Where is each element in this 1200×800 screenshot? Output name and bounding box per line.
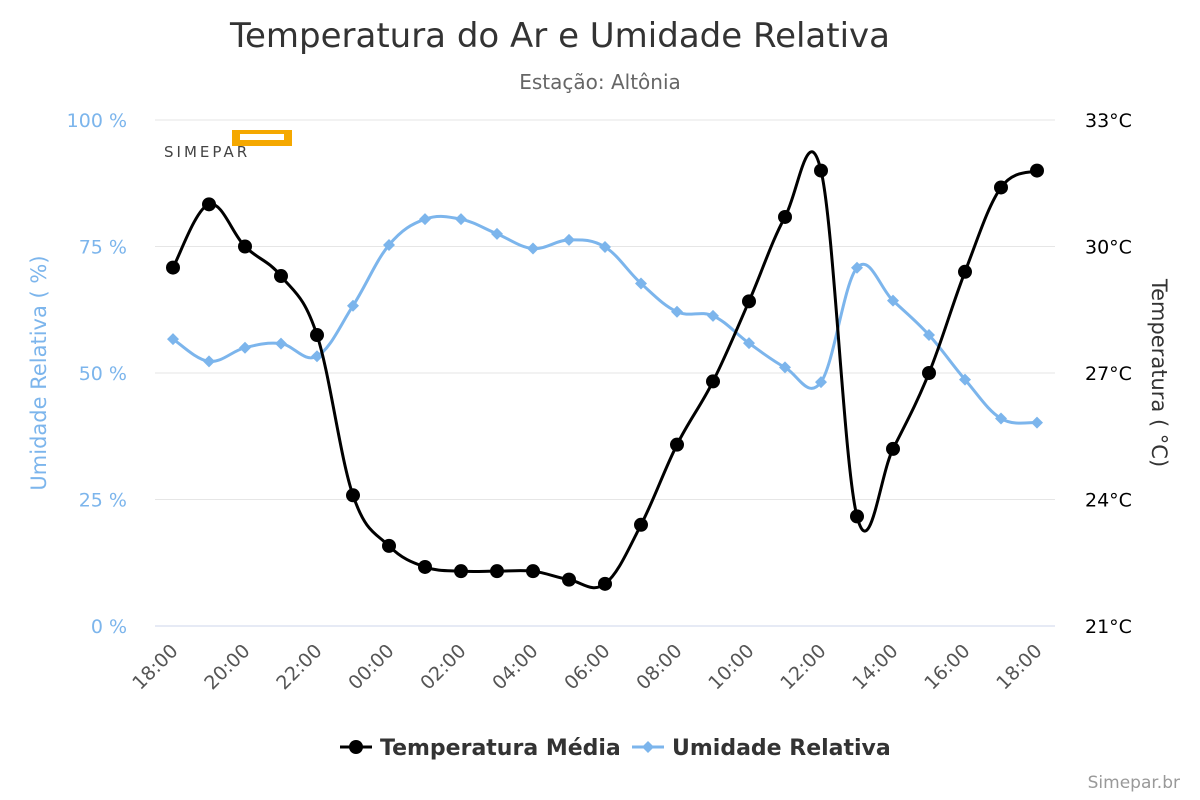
y-right-tick-label: 24°C — [1085, 490, 1132, 512]
x-tick-label: 16:00 — [920, 640, 974, 694]
data-point[interactable] — [418, 559, 432, 574]
data-point[interactable] — [958, 264, 972, 279]
data-point[interactable] — [526, 564, 540, 579]
data-point[interactable] — [563, 233, 575, 246]
data-point[interactable] — [635, 277, 647, 290]
x-tick-label: 14:00 — [848, 640, 902, 694]
data-point[interactable] — [922, 366, 936, 380]
data-point[interactable] — [347, 299, 359, 312]
data-point[interactable] — [238, 239, 252, 254]
data-point[interactable] — [310, 328, 324, 343]
y-right-tick-label: 30°C — [1085, 237, 1132, 259]
data-point[interactable] — [959, 373, 971, 386]
x-tick-label: 20:00 — [200, 640, 254, 694]
chart-subtitle: Estação: Altônia — [519, 70, 681, 94]
x-tick-label: 02:00 — [416, 640, 470, 694]
y-left-tick-label: 50 % — [79, 363, 127, 385]
legend-label: Temperatura Média — [380, 736, 621, 761]
data-point[interactable] — [382, 538, 396, 553]
series-temperatura — [166, 150, 1044, 591]
y-left-tick-label: 100 % — [67, 110, 127, 132]
x-tick-label: 12:00 — [776, 640, 830, 694]
data-point[interactable] — [994, 180, 1008, 195]
x-tick-label: 22:00 — [272, 640, 326, 694]
data-point[interactable] — [419, 213, 431, 226]
data-point[interactable] — [383, 238, 395, 251]
data-point[interactable] — [455, 213, 467, 226]
simepar-logo: SIMEPAR — [164, 130, 292, 161]
data-point[interactable] — [887, 294, 899, 307]
data-point[interactable] — [454, 564, 468, 579]
x-tick-label: 06:00 — [560, 640, 614, 694]
data-point[interactable] — [490, 564, 504, 579]
data-point[interactable] — [598, 576, 612, 591]
y-axis-right-title: Temperatura ( °C) — [1147, 278, 1171, 467]
data-point[interactable] — [851, 261, 863, 274]
data-point[interactable] — [1031, 416, 1043, 429]
x-tick-label: 08:00 — [632, 640, 686, 694]
data-point[interactable] — [995, 412, 1007, 425]
y-right-tick-label: 33°C — [1085, 110, 1132, 132]
series-layer — [166, 150, 1044, 591]
data-point[interactable] — [886, 441, 900, 456]
y-left-tick-label: 0 % — [91, 616, 127, 638]
y-axis-right-ticks: 21°C 24°C 27°C 30°C 33°C — [1085, 110, 1132, 638]
x-tick-label: 10:00 — [704, 640, 758, 694]
y-left-tick-label: 25 % — [79, 490, 127, 512]
legend[interactable]: Temperatura Média Umidade Relativa — [340, 736, 891, 761]
y-left-tick-label: 75 % — [79, 237, 127, 259]
data-point[interactable] — [707, 309, 719, 322]
legend-item[interactable]: Temperatura Média — [340, 736, 621, 761]
data-point[interactable] — [311, 350, 323, 363]
data-point[interactable] — [203, 355, 215, 368]
data-point[interactable] — [346, 488, 360, 503]
y-axis-left-title: Umidade Relativa ( %) — [27, 255, 51, 490]
data-point[interactable] — [202, 197, 216, 212]
x-tick-label: 18:00 — [992, 640, 1046, 694]
y-axis-left-ticks: 0 % 25 % 50 % 75 % 100 % — [67, 110, 127, 638]
x-tick-label: 04:00 — [488, 640, 542, 694]
data-point[interactable] — [706, 374, 720, 389]
legend-label: Umidade Relativa — [672, 736, 891, 761]
data-point[interactable] — [167, 333, 179, 346]
data-point[interactable] — [850, 509, 864, 524]
data-point[interactable] — [742, 294, 756, 309]
legend-marker — [642, 741, 654, 753]
x-tick-label: 00:00 — [344, 640, 398, 694]
series-umidade — [167, 213, 1043, 429]
data-point[interactable] — [923, 329, 935, 342]
data-point[interactable] — [274, 269, 288, 284]
logo-accent-cut — [240, 134, 284, 140]
y-right-tick-label: 27°C — [1085, 363, 1132, 385]
data-point[interactable] — [275, 337, 287, 350]
x-tick-label: 18:00 — [128, 640, 182, 694]
data-point[interactable] — [814, 163, 828, 178]
data-point[interactable] — [562, 572, 576, 587]
data-point[interactable] — [815, 376, 827, 389]
legend-item[interactable]: Umidade Relativa — [632, 736, 891, 761]
data-point[interactable] — [778, 209, 792, 224]
data-point[interactable] — [670, 437, 684, 452]
chart-title: Temperatura do Ar e Umidade Relativa — [229, 16, 890, 56]
data-point[interactable] — [634, 517, 648, 532]
x-axis-ticks: 18:00 20:00 22:00 00:00 02:00 04:00 06:00 08:00… — [128, 640, 1046, 694]
data-point[interactable] — [779, 361, 791, 374]
legend-marker — [349, 740, 363, 754]
data-point[interactable] — [743, 337, 755, 350]
series-line — [171, 150, 1038, 590]
grid — [155, 119, 1055, 627]
logo-text: SIMEPAR — [164, 143, 250, 161]
credits-link[interactable]: Simepar.br — [1088, 773, 1180, 793]
data-point[interactable] — [671, 305, 683, 318]
data-point[interactable] — [166, 260, 180, 275]
data-point[interactable] — [491, 227, 503, 240]
data-point[interactable] — [1030, 163, 1044, 178]
data-point[interactable] — [527, 242, 539, 255]
data-point[interactable] — [599, 241, 611, 254]
y-right-tick-label: 21°C — [1085, 616, 1132, 638]
data-point[interactable] — [239, 341, 251, 354]
